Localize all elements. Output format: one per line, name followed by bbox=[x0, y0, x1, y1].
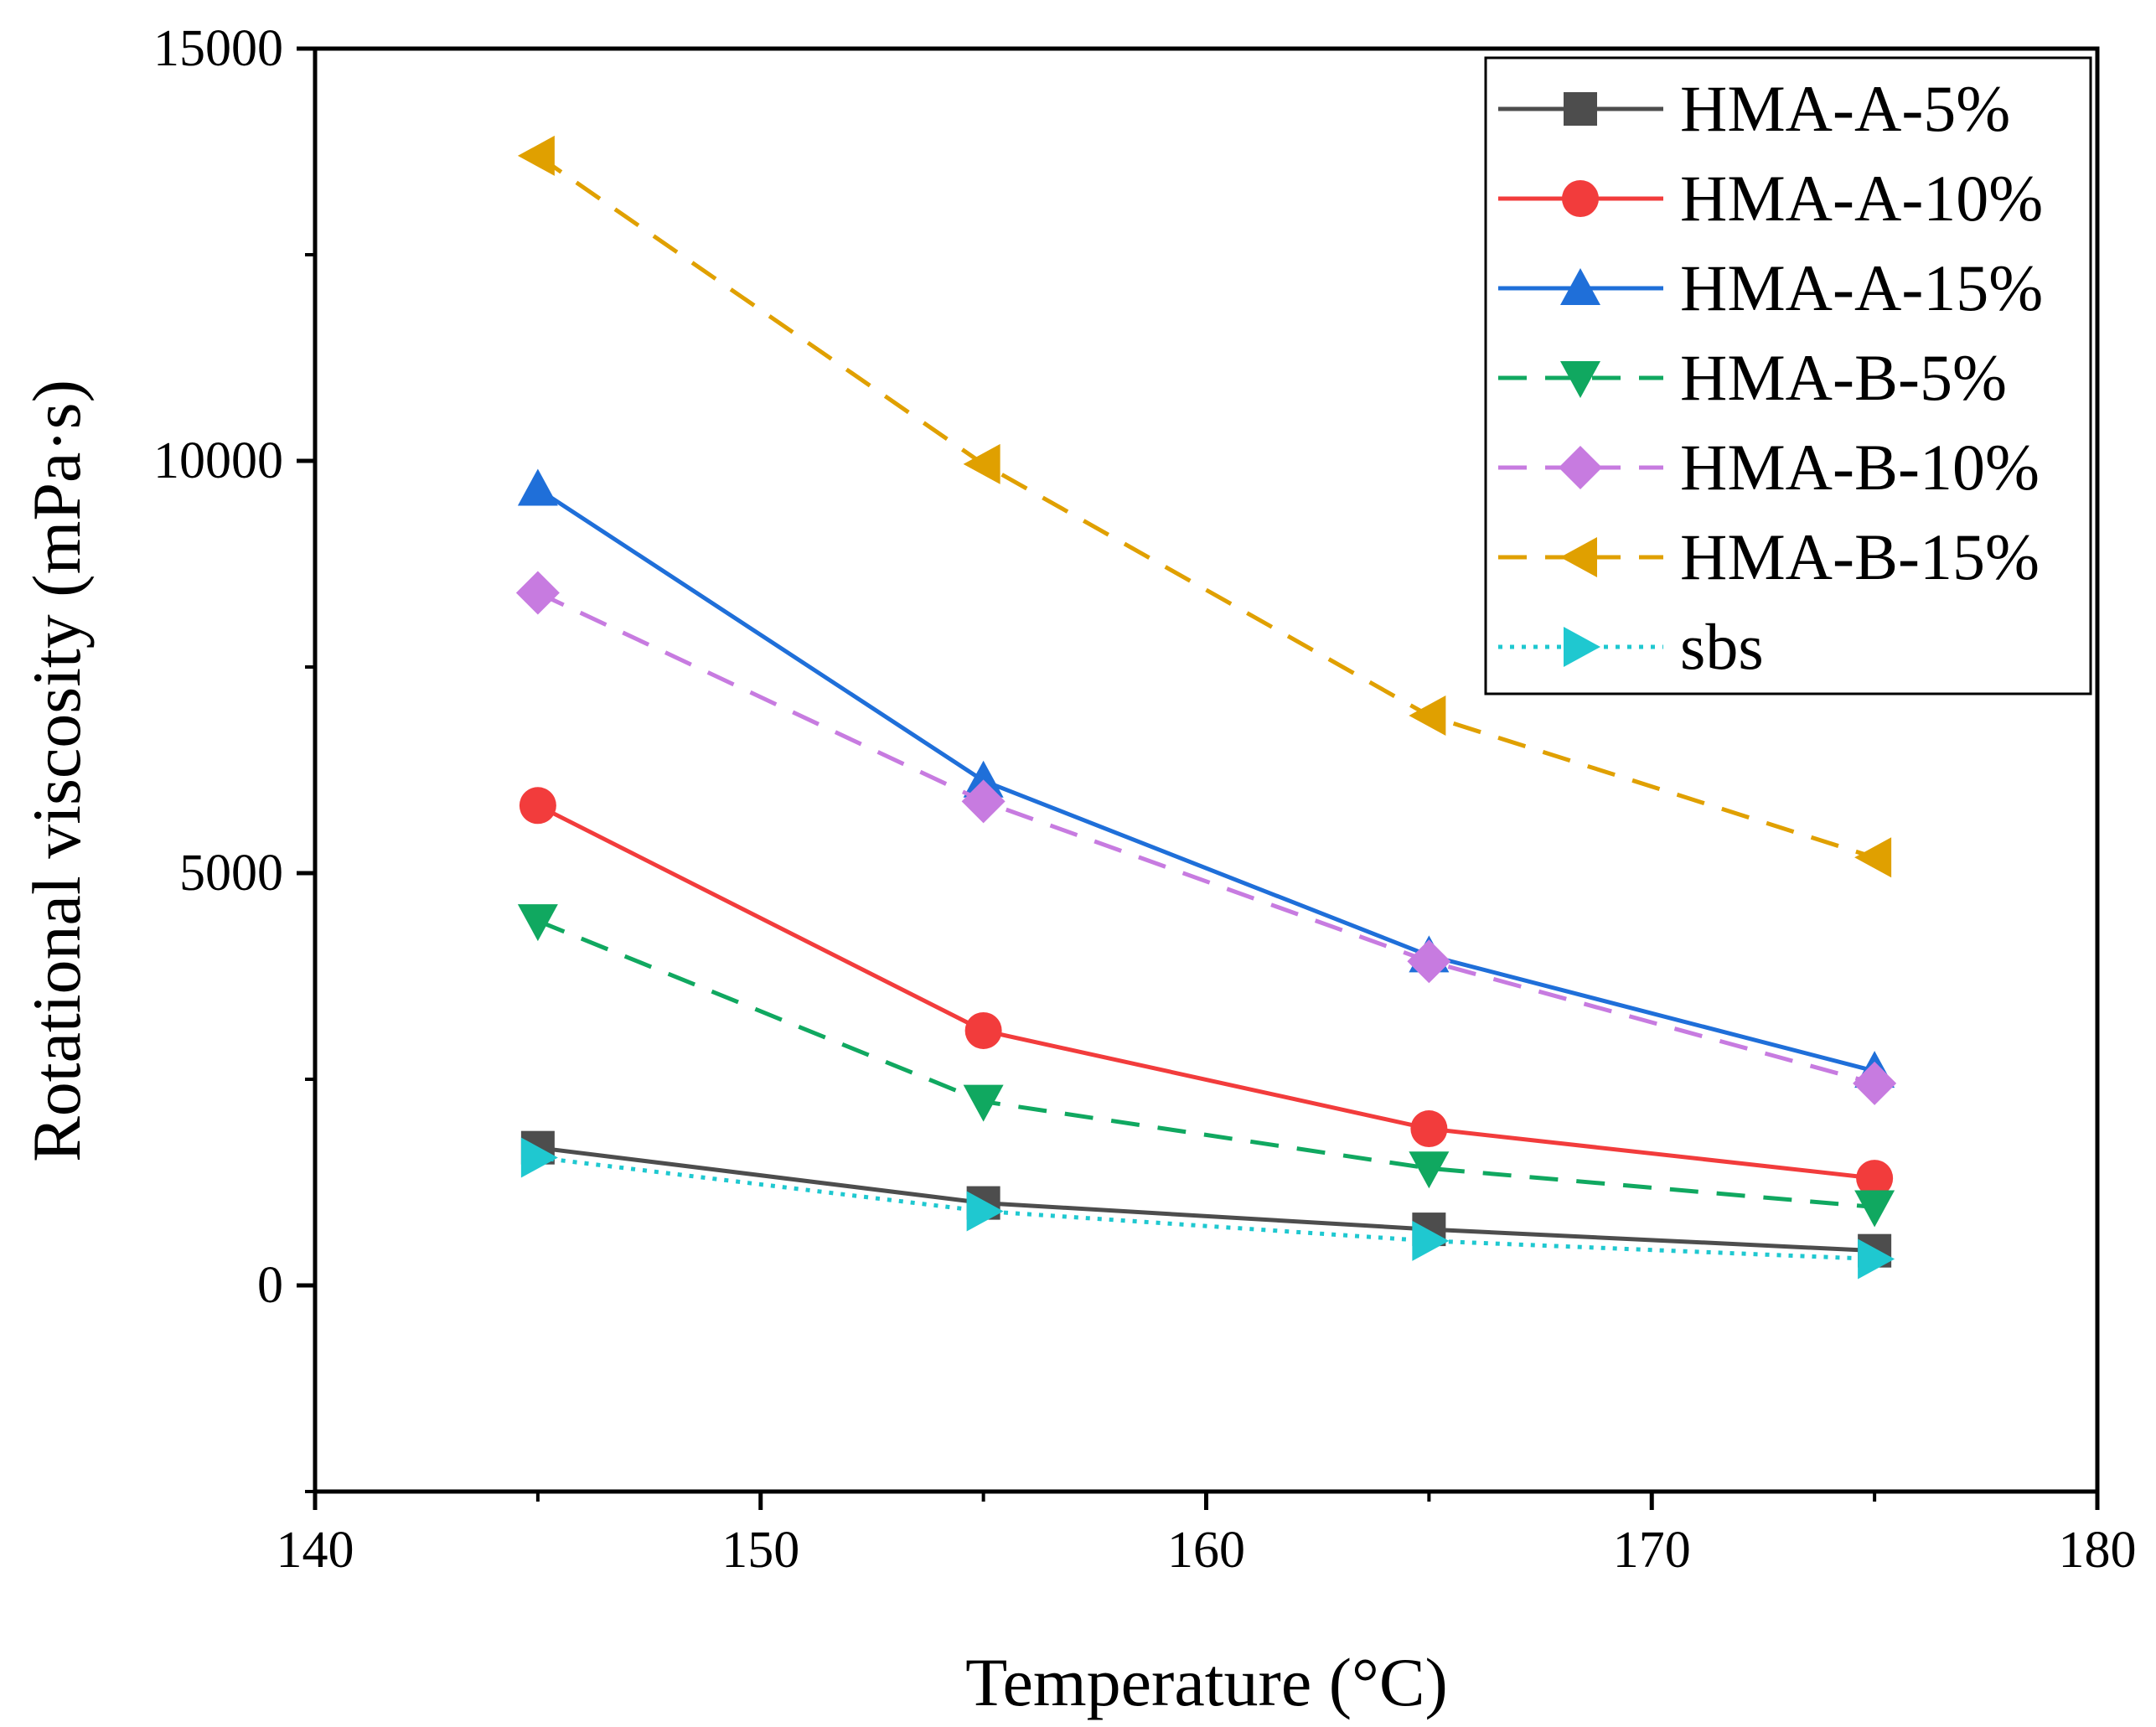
legend-label: HMA-B-5% bbox=[1680, 341, 2007, 414]
data-point bbox=[1858, 1238, 1895, 1280]
legend-label: HMA-A-10% bbox=[1680, 162, 2043, 235]
legend-marker bbox=[1564, 92, 1597, 126]
data-point bbox=[517, 468, 558, 506]
plot-marks bbox=[515, 135, 1897, 1280]
legend-label: HMA-B-15% bbox=[1680, 520, 2040, 593]
axes: 140 150 160 170 180 0 5000 10000 15000 bbox=[153, 20, 2137, 1579]
x-tick-label: 140 bbox=[277, 1522, 354, 1579]
data-point bbox=[963, 443, 1000, 484]
series-hma-a-5- bbox=[520, 1130, 1892, 1268]
series-line bbox=[536, 591, 1875, 1086]
data-point bbox=[1854, 837, 1892, 878]
data-point bbox=[520, 1137, 558, 1178]
data-point bbox=[1409, 1151, 1450, 1189]
data-point bbox=[517, 135, 555, 176]
legend-marker bbox=[1564, 627, 1600, 667]
x-axis-title: Temperature (°C) bbox=[965, 1644, 1448, 1720]
data-point bbox=[963, 760, 1004, 798]
y-tick-label: 0 bbox=[257, 1257, 283, 1314]
series-hma-b-15- bbox=[517, 135, 1892, 878]
data-point bbox=[1856, 1160, 1894, 1197]
y-axis-title: Rotational viscosity (mPa·s) bbox=[18, 380, 95, 1162]
legend-marker bbox=[1562, 180, 1599, 217]
series-hma-b-10- bbox=[515, 571, 1897, 1105]
x-tick-label: 160 bbox=[1167, 1522, 1245, 1579]
series-line bbox=[536, 804, 1875, 1181]
legend-label: HMA-A-5% bbox=[1680, 72, 2010, 145]
series-line bbox=[537, 1155, 1875, 1262]
data-point bbox=[515, 571, 560, 615]
legend-marker bbox=[1559, 446, 1602, 489]
data-point bbox=[1410, 1110, 1448, 1148]
legend-marker bbox=[1560, 537, 1597, 577]
legend: HMA-A-5% HMA-A-10% HMA-A-15% HMA-B-5% HMA-B-… bbox=[1484, 56, 2092, 695]
data-point bbox=[963, 1084, 1004, 1122]
y-tick-label: 10000 bbox=[153, 432, 283, 489]
data-point bbox=[1412, 1220, 1450, 1261]
data-point bbox=[961, 779, 1006, 824]
legend-label: HMA-B-10% bbox=[1680, 431, 2040, 504]
x-tick-label: 180 bbox=[2059, 1522, 2137, 1579]
series-sbs bbox=[520, 1137, 1895, 1280]
series-line bbox=[537, 1145, 1875, 1254]
series-line bbox=[536, 153, 1875, 860]
series-line bbox=[536, 918, 1875, 1210]
data-point bbox=[1409, 695, 1446, 737]
data-point bbox=[1853, 1061, 1897, 1105]
legend-label: sbs bbox=[1680, 610, 1764, 683]
data-point bbox=[964, 1011, 1002, 1049]
data-point bbox=[966, 1191, 1004, 1232]
y-tick-label: 5000 bbox=[179, 845, 283, 902]
data-point bbox=[1854, 1190, 1895, 1228]
legend-label: HMA-A-15% bbox=[1680, 251, 2043, 324]
data-point bbox=[1407, 939, 1451, 984]
legend-marker bbox=[1560, 268, 1600, 305]
y-tick-label: 15000 bbox=[153, 20, 283, 77]
x-tick-label: 170 bbox=[1613, 1522, 1691, 1579]
data-point bbox=[517, 904, 558, 942]
x-tick-label: 150 bbox=[721, 1522, 799, 1579]
legend-marker bbox=[1560, 361, 1600, 398]
series-hma-a-10- bbox=[519, 787, 1894, 1197]
data-point bbox=[519, 787, 556, 825]
series-hma-b-5- bbox=[517, 904, 1895, 1228]
series-line bbox=[536, 487, 1875, 1073]
